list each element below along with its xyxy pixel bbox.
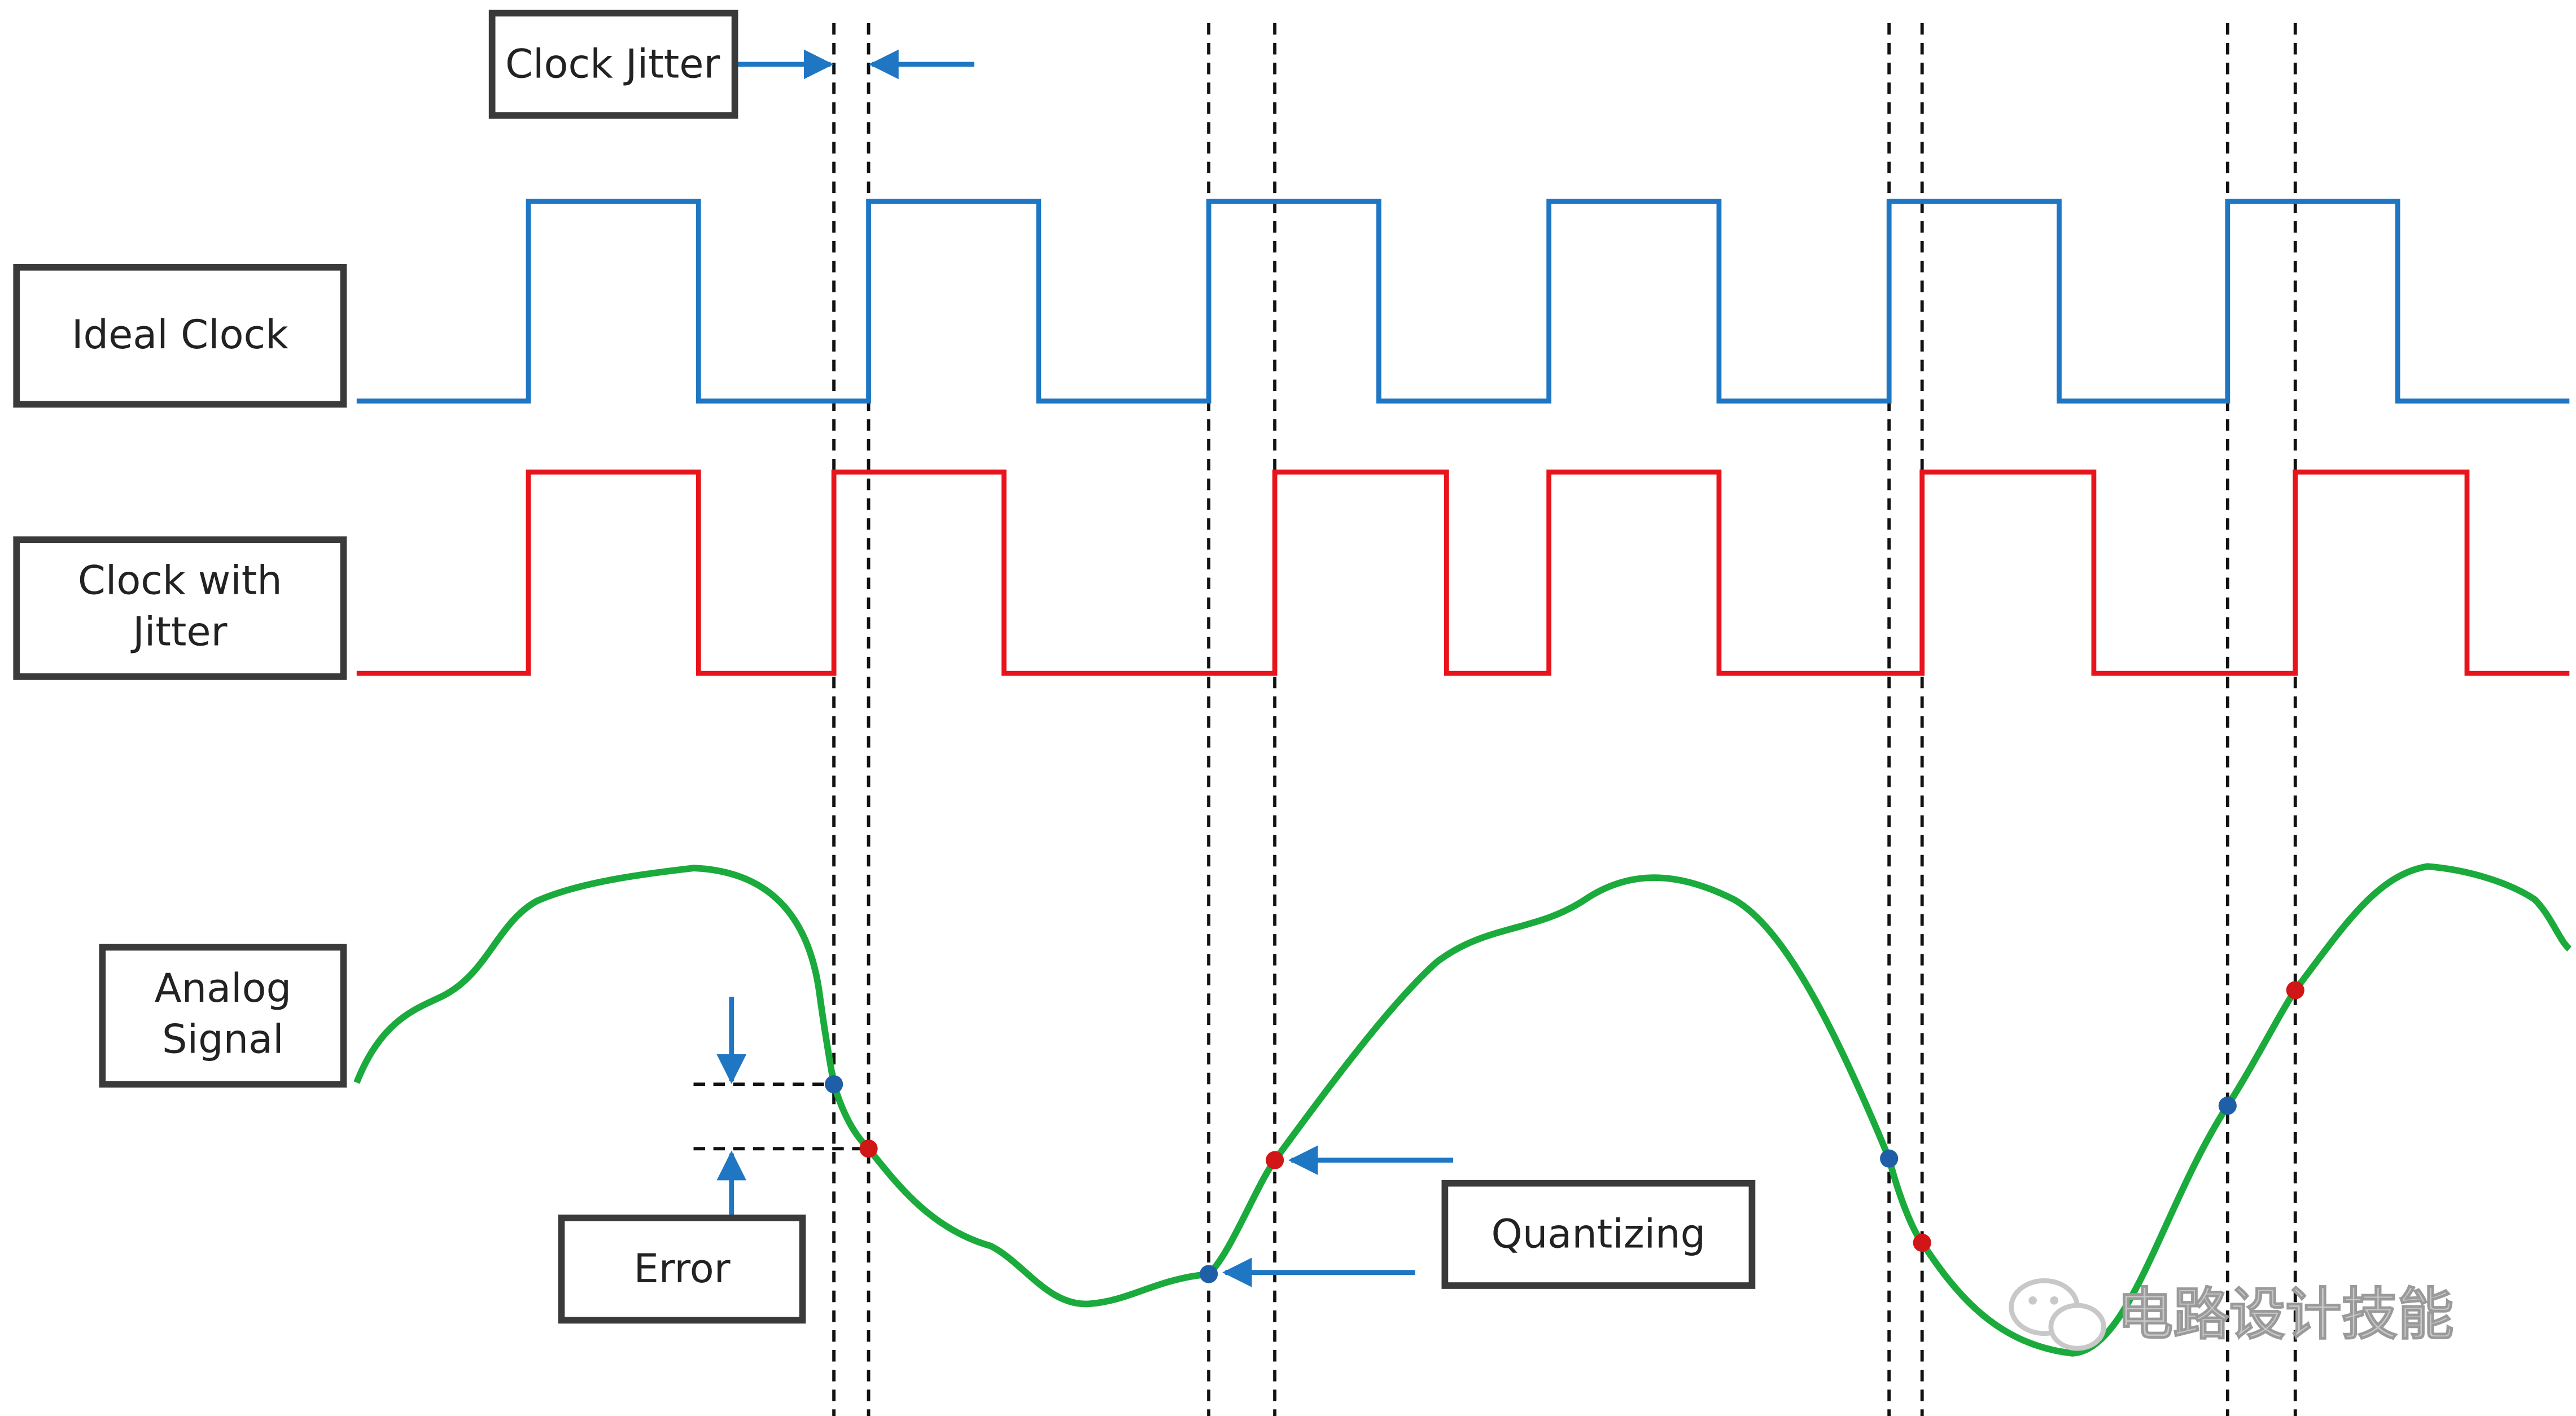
label-boxes: Clock Jitter Ideal Clock Clock with Jitt…	[13, 10, 1756, 1324]
guide-lines	[832, 23, 2297, 1416]
watermark: 电路设计技能	[2009, 1278, 2454, 1351]
arrows	[716, 49, 1453, 1287]
analog-signal-label-box: Analog Signal	[99, 944, 347, 1088]
analog-signal-curve	[353, 863, 2572, 1357]
ideal-clock-label: Ideal Clock	[72, 312, 288, 358]
ideal-sample-point-3	[1880, 1149, 1899, 1168]
ideal-sample-point-1	[825, 1075, 843, 1094]
sample-points	[825, 981, 2304, 1283]
ideal-clock-label-box: Ideal Clock	[13, 264, 347, 408]
quantizing-label: Quantizing	[1492, 1211, 1706, 1257]
error-level-lines	[693, 1082, 869, 1151]
watermark-text: 电路设计技能	[2117, 1282, 2454, 1347]
clock-with-jitter-label-line1: Clock with	[78, 558, 282, 604]
ideal-sample-point-4	[2218, 1097, 2237, 1115]
ideal-sample-point-2	[1200, 1265, 1218, 1283]
clock-jitter-label: Clock Jitter	[505, 41, 720, 87]
jitter-sample-point-3	[1913, 1233, 1931, 1252]
clock-with-jitter-label-line2: Jitter	[130, 608, 227, 655]
clock-with-jitter-label-box: Clock with Jitter	[13, 536, 347, 680]
jitter-sample-point-1	[859, 1139, 878, 1158]
wechat-chat-icon	[2009, 1278, 2106, 1351]
error-label-box: Error	[558, 1215, 806, 1324]
error-label: Error	[633, 1246, 730, 1292]
analog-signal-label-line1: Analog	[155, 965, 292, 1011]
clock-jitter-label-box: Clock Jitter	[488, 10, 738, 119]
quantizing-label-box: Quantizing	[1441, 1180, 1756, 1289]
ideal-clock-waveform	[356, 199, 2570, 404]
jitter-sample-point-2	[1266, 1151, 1284, 1169]
analog-signal-label-line2: Signal	[162, 1016, 284, 1063]
jitter-clock-waveform	[356, 469, 2570, 676]
jitter-sample-point-4	[2286, 981, 2304, 999]
